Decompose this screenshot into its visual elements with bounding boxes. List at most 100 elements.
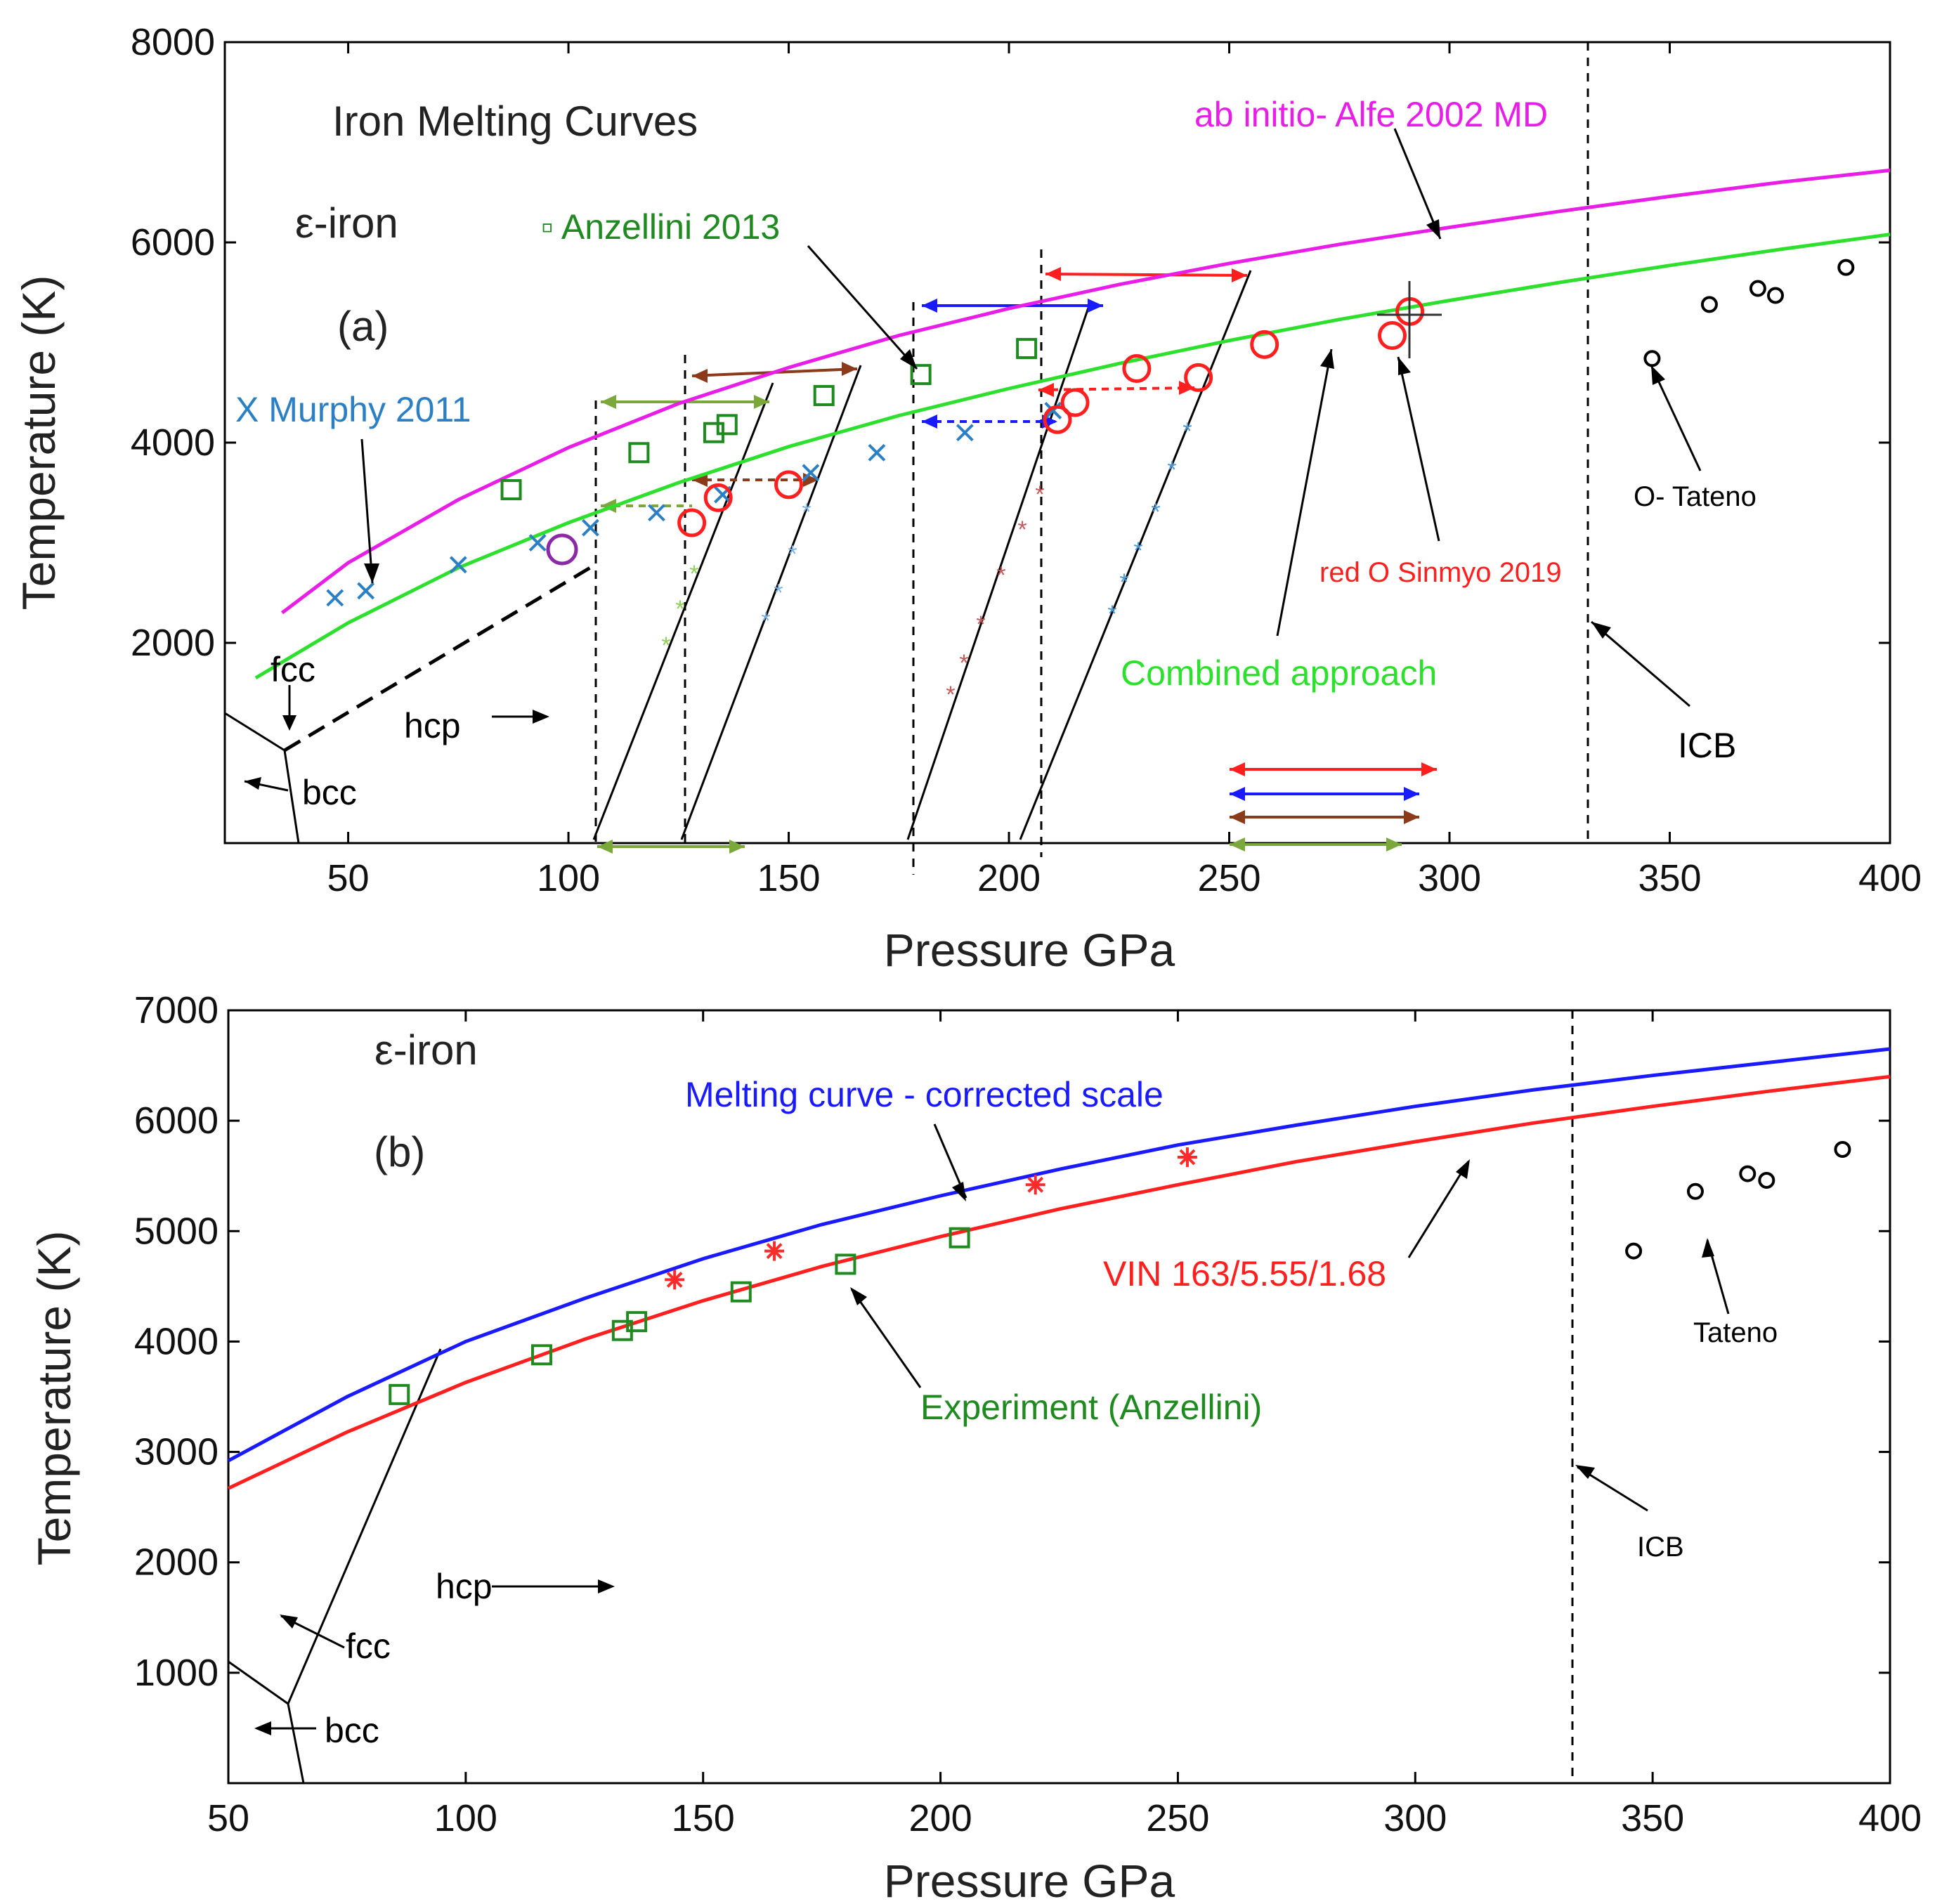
svg-text:*: *: [774, 580, 783, 606]
fcc-hcp-dashed-boundary-a: [283, 566, 592, 752]
svg-text:*: *: [675, 596, 684, 622]
panel-a-pointer-heads: [245, 219, 1665, 790]
hcp-label-b: hcp: [436, 1567, 493, 1606]
sinmyo-label: red O Sinmyo 2019: [1319, 557, 1562, 588]
panel-a-phase-boundaries: [224, 712, 300, 844]
y-tick-label: 7000: [134, 989, 219, 1031]
data-point-square: [730, 1281, 752, 1303]
bcc-fcc-boundary-a: [224, 712, 300, 844]
panel-b-tick-labels: 50 100 150 200 250 300 350 400 1000 2000 3000 4000 5…: [134, 989, 1922, 1839]
panel-a-text: Iron Melting Curves ε-iron (a) ab initio…: [235, 95, 1757, 812]
data-point-square: [835, 1253, 856, 1275]
combined-label: Combined approach: [1121, 653, 1437, 693]
tateno-label-a: O- Tateno: [1634, 481, 1757, 512]
chart-title-a: Iron Melting Curves: [332, 98, 698, 145]
series-curve-1: [254, 233, 1891, 680]
svg-text:*: *: [1107, 601, 1116, 627]
x-tick-label: 250: [1197, 857, 1260, 899]
panel-b-markers: [389, 1141, 1851, 1405]
melting-curve-label: Melting curve - corrected scale: [685, 1075, 1164, 1114]
data-point-circle: [1739, 1165, 1757, 1182]
series-curve-1: [227, 1074, 1891, 1490]
y-tick-label: 4000: [131, 422, 215, 464]
panel-b-text: ε-iron (b) Melting curve - corrected sca…: [325, 1026, 1778, 1750]
svg-text:*: *: [1167, 457, 1176, 483]
svg-text:*: *: [1133, 537, 1142, 564]
svg-text:*: *: [996, 562, 1005, 589]
data-point-circle: [1834, 1141, 1851, 1158]
data-point-square: [716, 414, 738, 436]
x-tick-label: 350: [1638, 857, 1701, 899]
data-point-circle: [1250, 330, 1279, 359]
data-point-x: [868, 443, 886, 462]
data-point-square: [1016, 338, 1038, 360]
data-point-circle: [1837, 259, 1855, 276]
panel-b-ticks: [227, 1009, 1891, 1783]
panel-a-sloped-lines: [592, 270, 1252, 840]
y-tick-label: 6000: [131, 221, 215, 263]
data-point-square: [500, 478, 522, 500]
panel-a-curves: [254, 168, 1891, 680]
data-point-circle: [1378, 321, 1407, 351]
panel-b-phase-boundaries: [228, 1348, 442, 1785]
anzellini-label-a: ▫ Anzellini 2013: [541, 207, 780, 247]
phase-label-b: ε-iron: [374, 1026, 478, 1074]
data-point-circle: [1758, 1172, 1775, 1189]
panel-a-ticks: [225, 41, 1891, 843]
panel-a-isentrope-markers: *** **** ****** ******: [661, 418, 1192, 708]
data-point-circle: [774, 470, 804, 500]
data-point-x: [326, 589, 344, 607]
panel-label-b: (b): [374, 1128, 425, 1175]
svg-text:*: *: [1151, 499, 1160, 526]
panel-a-pointer-arrows: [244, 128, 1702, 792]
panel-b-axes: [227, 1009, 1891, 1785]
y-tick-label: 2000: [134, 1541, 219, 1584]
y-tick-label: 2000: [131, 622, 215, 664]
series-curve-0: [280, 168, 1891, 615]
data-point-square: [389, 1383, 410, 1405]
panel-a-double-arrows: [597, 273, 1437, 848]
x-tick-label: 200: [909, 1797, 972, 1839]
data-point-circle: [1060, 388, 1090, 417]
experiment-label: Experiment (Anzellini): [920, 1388, 1262, 1427]
data-point-star: [1025, 1175, 1045, 1195]
panel-a: 50 100 150 200 250 300 350 4002000400060008000 …: [13, 21, 1922, 976]
bcc-label-b: bcc: [325, 1711, 379, 1750]
data-point-x: [802, 464, 820, 482]
data-point-circle: [1766, 287, 1784, 304]
y-tick-label: 3000: [134, 1431, 219, 1473]
data-point-square: [628, 442, 650, 464]
fcc-label-b: fcc: [346, 1626, 391, 1666]
svg-text:*: *: [976, 611, 985, 638]
panel-label-a: (a): [337, 303, 389, 350]
data-point-circle: [1625, 1242, 1643, 1260]
sinmyo-error-bar: [1377, 281, 1442, 358]
series-curve-0: [227, 1047, 1891, 1463]
svg-text:*: *: [788, 541, 797, 568]
panel-a-axes: [223, 41, 1891, 845]
svg-text:*: *: [1035, 481, 1044, 508]
vin-label: VIN 163/5.55/1.68: [1103, 1254, 1386, 1293]
panel-b-curves: [227, 1047, 1891, 1490]
data-point-star: [764, 1241, 785, 1261]
panel-a-arrowheads: [597, 267, 1437, 854]
y-axis-label-b: Temperature (K): [28, 1231, 80, 1566]
data-point-circle: [1749, 280, 1766, 297]
data-point-circle: [677, 508, 707, 537]
panel-a-dashed-guides: [594, 42, 1589, 875]
bcc-label-a: bcc: [302, 773, 357, 812]
svg-text:*: *: [959, 650, 968, 677]
data-point-x: [357, 582, 375, 600]
alfe-label: ab initio- Alfe 2002 MD: [1194, 95, 1548, 134]
tateno-label-b: Tateno: [1693, 1317, 1778, 1348]
data-point-square: [530, 1344, 552, 1366]
x-tick-label: 250: [1146, 1797, 1209, 1839]
x-tick-label: 50: [207, 1797, 249, 1839]
x-tick-label: 350: [1621, 1797, 1684, 1839]
x-tick-label: 300: [1383, 1797, 1447, 1839]
svg-text:*: *: [802, 499, 811, 526]
data-point-square: [949, 1227, 970, 1248]
data-point-square: [813, 385, 835, 407]
panel-a-markers: [326, 259, 1855, 607]
y-tick-label: 8000: [131, 21, 215, 63]
